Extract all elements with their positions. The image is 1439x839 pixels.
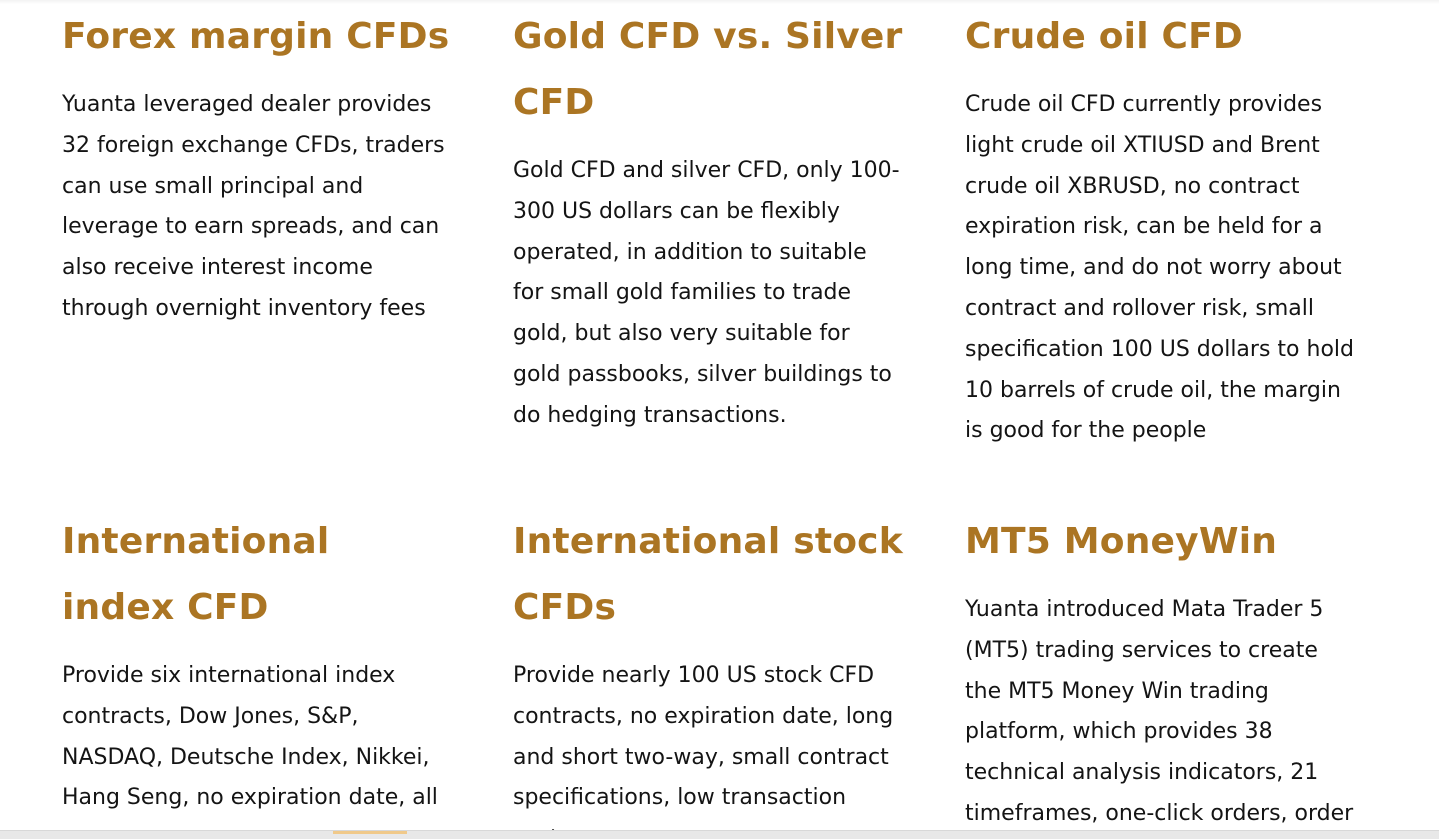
card-crude-oil-cfd: Crude oil CFD Crude oil CFD currently pr… <box>965 4 1355 452</box>
card-description: Crude oil CFD currently provides light c… <box>965 92 1354 444</box>
card-title: International stock CFDs <box>513 521 903 628</box>
card-title: Crude oil CFD <box>965 16 1243 57</box>
top-edge-shadow <box>0 0 1439 4</box>
scrollbar-thumb[interactable] <box>333 831 407 834</box>
card-title: International index CFD <box>62 521 330 628</box>
card-title: Forex margin CFDs <box>62 16 450 57</box>
card-description: Gold CFD and silver CFD, only 100-300 US… <box>513 158 900 428</box>
card-gold-silver-cfd: Gold CFD vs. Silver CFD Gold CFD and sil… <box>513 4 903 437</box>
card-international-index-cfd: International index CFD Provide six inte… <box>62 509 452 819</box>
card-description: Provide nearly 100 US stock CFD contract… <box>513 663 894 839</box>
card-description: Provide six international index contract… <box>62 663 438 811</box>
card-title: Gold CFD vs. Silver CFD <box>513 16 903 123</box>
horizontal-scrollbar[interactable] <box>0 830 1439 839</box>
card-description: Yuanta leveraged dealer provides 32 fore… <box>62 92 445 321</box>
card-mt5-moneywin: MT5 MoneyWin Yuanta introduced Mata Trad… <box>965 509 1355 839</box>
card-description: Yuanta introduced Mata Trader 5 (MT5) tr… <box>965 597 1354 826</box>
card-title: MT5 MoneyWin <box>965 521 1278 562</box>
card-forex-margin-cfds: Forex margin CFDs Yuanta leveraged deale… <box>62 4 452 330</box>
card-international-stock-cfds: International stock CFDs Provide nearly … <box>513 509 903 839</box>
